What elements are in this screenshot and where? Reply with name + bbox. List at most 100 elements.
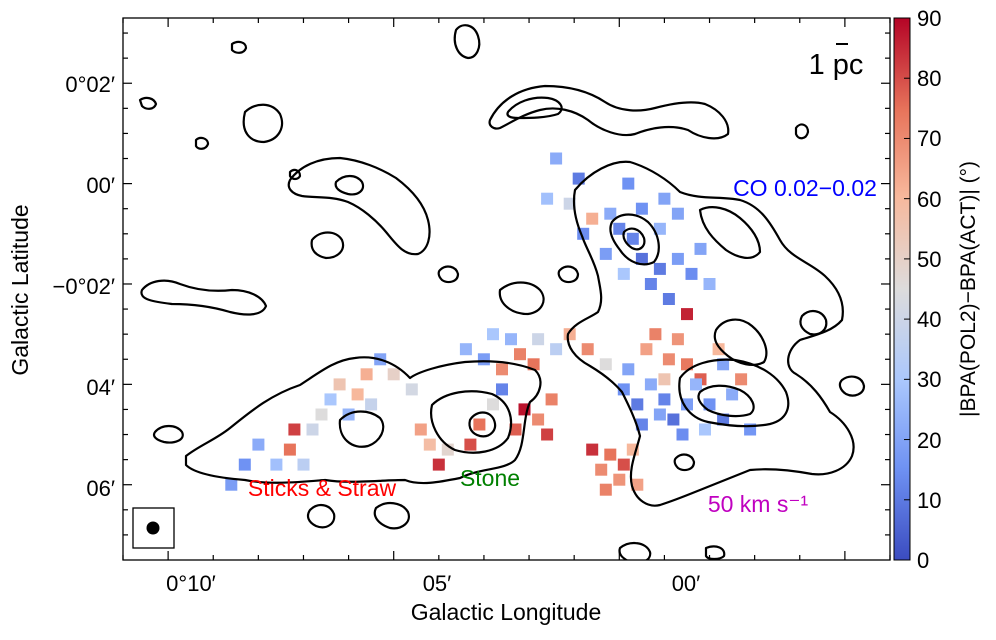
data-cell	[735, 373, 748, 386]
contour-small-2	[306, 504, 336, 529]
data-cell	[477, 353, 490, 366]
contour-east-mid-loop	[713, 318, 768, 366]
data-cell	[635, 252, 648, 265]
data-cell	[599, 247, 612, 260]
contour-sticks-inner	[338, 410, 385, 448]
contour-central-inner	[334, 174, 365, 196]
colorbar-tick-label: 20	[917, 428, 941, 453]
colorbar-tick-labels: 0 10 20 30 40 50 60 70 80 90	[917, 6, 941, 573]
contour-small-13	[794, 123, 810, 140]
x-tick-label: 05′	[423, 571, 452, 596]
contour-east-lower-inner	[697, 384, 755, 418]
data-cell	[360, 368, 373, 381]
contour-east-upper-inner	[622, 227, 646, 251]
contour-small-3	[373, 502, 410, 530]
data-cell	[617, 267, 630, 280]
colorbar-tick-label: 80	[917, 66, 941, 91]
contour-ne-arc	[488, 84, 730, 140]
y-tick-label: 06′	[86, 476, 115, 501]
data-cell	[685, 267, 698, 280]
contour-sticks-straw-outer	[184, 356, 542, 485]
data-cell	[617, 458, 630, 471]
data-cell	[586, 212, 599, 225]
colorbar-tick-label: 10	[917, 488, 941, 513]
data-cell	[640, 343, 653, 356]
scale-bar-label: 1 pc	[809, 49, 864, 81]
data-cell	[604, 207, 617, 220]
contour-east-complex	[566, 160, 855, 507]
contour-ne-inner	[506, 96, 563, 120]
data-cell	[487, 328, 499, 341]
data-cell	[297, 458, 310, 471]
contour-small-8	[799, 310, 828, 336]
data-cell	[387, 368, 400, 381]
data-cell	[726, 388, 739, 401]
colorbar-tick-label: 60	[917, 187, 941, 212]
data-cell	[505, 333, 517, 346]
data-cell	[473, 418, 486, 431]
data-cell	[599, 483, 612, 496]
data-cell	[324, 393, 337, 406]
data-cell	[622, 177, 635, 190]
beam-ellipse	[146, 521, 160, 535]
data-cell	[509, 423, 522, 436]
data-cell	[464, 438, 477, 451]
data-cell	[595, 463, 608, 476]
colorbar	[893, 17, 911, 561]
data-cell	[658, 393, 671, 406]
data-cell	[681, 398, 693, 411]
data-cell	[631, 478, 644, 491]
y-tick-label: 04′	[86, 375, 115, 400]
colorbar-ticks	[904, 17, 910, 561]
data-cell	[288, 423, 301, 436]
x-tick-label: 0°10′	[166, 571, 216, 596]
data-cell	[653, 222, 666, 235]
data-cell	[690, 378, 702, 391]
data-cell	[662, 293, 675, 305]
data-cell	[581, 343, 594, 356]
data-cell	[541, 192, 554, 205]
colorbar-tick-label: 70	[917, 126, 941, 151]
contour-east-mid-ridge	[698, 206, 762, 259]
data-cell	[613, 473, 626, 486]
data-cell	[333, 378, 346, 391]
data-cells	[225, 152, 757, 496]
colorbar-tick-label: 90	[917, 6, 941, 31]
y-tick-label: 0°02′	[65, 72, 115, 97]
x-tick-label: 00′	[672, 571, 701, 596]
data-cell	[423, 438, 436, 451]
data-cell	[414, 423, 427, 436]
data-cell	[699, 423, 711, 436]
contour-small-1	[437, 265, 460, 284]
contour-stone-ring	[430, 390, 513, 454]
data-cell	[541, 428, 554, 441]
data-cell	[635, 418, 648, 431]
data-cell	[703, 398, 716, 411]
contour-east-upper-ridge	[609, 213, 660, 266]
annotation-stone: Stone	[460, 465, 520, 491]
contour-mid-left-blob	[310, 231, 345, 260]
contour-far-left-strip	[140, 279, 268, 316]
data-cell	[671, 252, 684, 265]
data-cell	[459, 343, 472, 356]
data-cell	[613, 222, 626, 235]
annotation-co: CO 0.02−0.02	[733, 175, 877, 201]
contour-small-6	[453, 24, 481, 60]
colorbar-tick-label: 50	[917, 247, 941, 272]
contour-small-14	[704, 545, 726, 560]
contour-stone-inner	[468, 411, 497, 438]
y-tick-labels: 0°02′ 00′ −0°02′ 04′ 06′	[53, 72, 115, 501]
data-cell	[225, 478, 238, 491]
data-cell	[351, 388, 364, 401]
x-axis-label: Galactic Longitude	[411, 599, 602, 625]
contour-small-7	[230, 40, 248, 54]
colorbar-tick-label: 40	[917, 307, 941, 332]
data-cell	[315, 408, 328, 421]
data-cell	[635, 202, 648, 215]
data-cell	[270, 458, 283, 471]
data-cell	[599, 358, 612, 371]
annotation-50kms: 50 km s⁻¹	[708, 491, 809, 517]
co-contours	[138, 24, 866, 560]
plot-frame	[122, 17, 891, 561]
